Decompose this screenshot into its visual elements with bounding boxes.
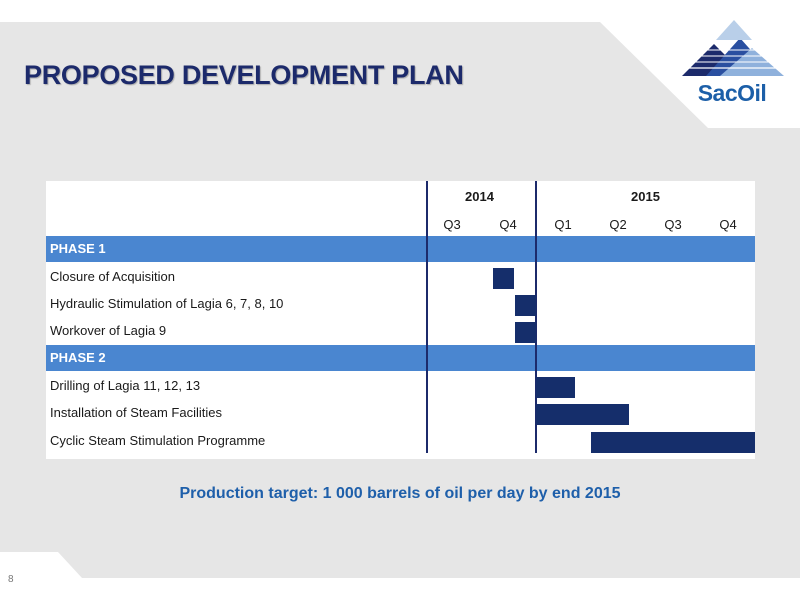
- phase-label: PHASE 2: [50, 350, 106, 365]
- task-label: Closure of Acquisition: [50, 269, 176, 284]
- task-label: Installation of Steam Facilities: [50, 405, 222, 420]
- gantt-chart: 2014 2015 Q3 Q4 Q1 Q2 Q3 Q4 PHASE 1 Clos…: [46, 181, 756, 459]
- task-bar: [591, 432, 756, 453]
- task-bar: [514, 322, 537, 343]
- production-target-text: Production target: 1 000 barrels of oil …: [179, 485, 621, 502]
- quarter-label: Q1: [554, 217, 572, 232]
- quarter-label: Q3: [664, 217, 682, 232]
- phase-band: PHASE 1: [46, 236, 755, 262]
- task-label: Cyclic Steam Stimulation Programme: [50, 433, 266, 448]
- year-divider: [535, 181, 537, 453]
- phase-label: PHASE 1: [50, 241, 106, 256]
- year-label-2015: 2015: [631, 189, 660, 204]
- quarter-label: Q4: [499, 217, 517, 232]
- task-label: Drilling of Lagia 11, 12, 13: [50, 378, 201, 393]
- year-label-2014: 2014: [465, 189, 494, 204]
- quarter-label: Q3: [443, 217, 461, 232]
- task-bar: [514, 295, 537, 316]
- task-bar: [536, 377, 575, 398]
- timeline-divider-start: [426, 181, 428, 453]
- quarter-label: Q4: [719, 217, 737, 232]
- sacoil-logo-icon: [682, 20, 784, 76]
- task-bar: [492, 268, 515, 289]
- phase-band: PHASE 2: [46, 345, 755, 371]
- page-number: 8: [8, 574, 14, 585]
- task-bar: [536, 404, 630, 425]
- quarter-label: Q2: [609, 217, 627, 232]
- page-title: PROPOSED DEVELOPMENT PLAN: [24, 60, 464, 90]
- task-label: Hydraulic Stimulation of Lagia 6, 7, 8, …: [50, 296, 284, 311]
- logo-wordmark: SacOil: [697, 80, 767, 106]
- task-label: Workover of Lagia 9: [50, 323, 167, 338]
